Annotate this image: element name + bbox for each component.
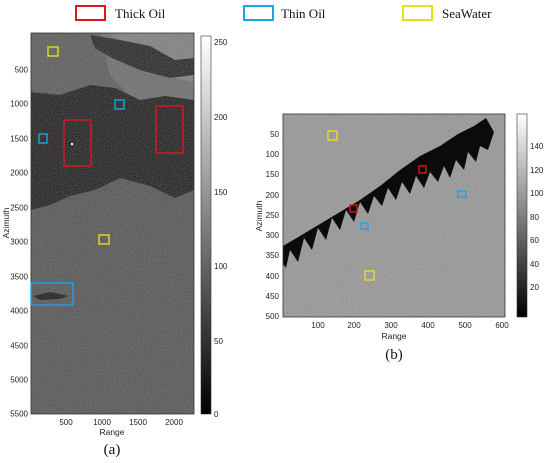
- panel-b-xtick: 300: [384, 321, 398, 330]
- panel-b-cbar-tick: 60: [530, 236, 539, 245]
- panel-b-cbar-tick: 20: [530, 283, 539, 292]
- panel-b-x-label: Range: [381, 331, 406, 341]
- panel-a-cbar-tick: 200: [214, 113, 228, 122]
- panel-b-seawater-box-1: [327, 130, 338, 141]
- panel-b-cbar-tick: 80: [530, 213, 539, 222]
- legend-swatch-thick-oil: [75, 5, 106, 21]
- legend: Thick Oil Thin Oil SeaWater: [75, 5, 492, 21]
- panel-a-sar-image: [31, 33, 194, 414]
- panel-a-cbar-tick: 0: [214, 410, 219, 419]
- panel-b-ytick: 50: [270, 130, 279, 139]
- panel-a-cbar-tick: 150: [214, 188, 228, 197]
- panel-a-y-label: Azimuth: [1, 207, 11, 238]
- panel-b-cbar-tick: 120: [530, 166, 544, 175]
- legend-item-thick-oil: Thick Oil: [75, 5, 166, 21]
- panel-a-x-ticks: 500 1000 1500 2000: [59, 418, 183, 427]
- panel-a-cbar-tick: 250: [214, 38, 228, 47]
- panel-b-y-label: Azimuth: [254, 200, 264, 231]
- panel-a-x-label: Range: [99, 427, 124, 437]
- panel-a-ytick: 5000: [10, 376, 28, 385]
- panel-b-ytick: 350: [266, 251, 280, 260]
- panel-b-axes-frame: [282, 113, 506, 318]
- panel-b-ytick: 100: [266, 150, 280, 159]
- panel-a-xtick: 1500: [129, 418, 147, 427]
- legend-label-seawater: SeaWater: [442, 6, 492, 21]
- panel-a-ytick: 4000: [10, 307, 28, 316]
- panel-a-cbar-tick: 100: [214, 262, 228, 271]
- panel-a-cbar-tick: 50: [214, 337, 223, 346]
- panel-a-seawater-box-1: [47, 46, 59, 57]
- panel-a-ytick: 2500: [10, 204, 28, 213]
- panel-b-cbar-tick: 100: [530, 189, 544, 198]
- panel-b-cbar-tick: 40: [530, 260, 539, 269]
- panel-a-thin-oil-box-1: [114, 99, 125, 110]
- panel-b-xtick: 500: [458, 321, 472, 330]
- panel-b-ytick: 300: [266, 231, 280, 240]
- panel-b: 50 100 150 200 250 300 350 400 450 500 1…: [254, 113, 544, 363]
- panel-a-thin-oil-box-3: [30, 282, 74, 306]
- panel-a-ytick: 500: [15, 66, 29, 75]
- panel-a-ytick: 2000: [10, 169, 28, 178]
- panel-b-sar-image: [283, 114, 505, 317]
- panel-a-colorbar: 250 200 150 100 50 0: [200, 35, 228, 419]
- panel-a-y-ticks: 500 1000 1500 2000 2500 3000 3500 4000 4…: [10, 66, 28, 419]
- panel-b-xtick: 600: [495, 321, 509, 330]
- panel-a-ytick: 1000: [10, 100, 28, 109]
- panel-b-thin-oil-box-1: [360, 222, 369, 230]
- panel-b-seawater-box-2: [364, 270, 375, 281]
- panel-a-thin-oil-box-2: [38, 133, 48, 144]
- panel-a-xtick: 500: [59, 418, 73, 427]
- panel-b-ytick: 450: [266, 292, 280, 301]
- panel-a-ytick: 4500: [10, 342, 28, 351]
- panel-a-ytick: 3000: [10, 238, 28, 247]
- panel-b-ytick: 200: [266, 191, 280, 200]
- panel-b-ytick: 400: [266, 272, 280, 281]
- panel-b-y-ticks: 50 100 150 200 250 300 350 400 450 500: [266, 130, 280, 321]
- panel-a-axes-frame: [30, 32, 195, 415]
- panel-a-seawater-box-2: [98, 234, 110, 245]
- panel-b-ytick: 150: [266, 170, 280, 179]
- panel-a-ytick: 1500: [10, 135, 28, 144]
- panel-a-ytick: 3500: [10, 273, 28, 282]
- panel-b-ytick: 250: [266, 211, 280, 220]
- legend-label-thin-oil: Thin Oil: [281, 6, 326, 21]
- legend-item-thin-oil: Thin Oil: [243, 5, 326, 21]
- panel-a-xtick: 1000: [93, 418, 111, 427]
- panel-b-xtick: 200: [347, 321, 361, 330]
- panel-b-thick-oil-box-2: [418, 165, 427, 174]
- panel-b-colorbar: 140 120 100 80 60 40 20: [516, 113, 544, 318]
- panel-b-x-ticks: 100 200 300 400 500 600: [311, 321, 509, 330]
- panel-b-xtick: 100: [311, 321, 325, 330]
- panel-a-thick-oil-box-1: [63, 119, 92, 167]
- panel-b-caption: (b): [385, 347, 403, 363]
- panel-a-xtick: 2000: [165, 418, 183, 427]
- panel-a-ytick: 5500: [10, 410, 28, 419]
- legend-swatch-seawater: [402, 5, 433, 21]
- panel-b-thick-oil-box-1: [349, 204, 358, 213]
- panel-b-xtick: 400: [421, 321, 435, 330]
- panel-b-cbar-tick: 140: [530, 142, 544, 151]
- legend-swatch-thin-oil: [243, 5, 274, 21]
- panel-b-ytick: 500: [266, 312, 280, 321]
- legend-item-seawater: SeaWater: [402, 5, 492, 21]
- legend-label-thick-oil: Thick Oil: [115, 6, 166, 21]
- panel-a-caption: (a): [104, 442, 121, 458]
- panel-b-thin-oil-box-2: [457, 190, 467, 198]
- panel-a-thick-oil-box-2: [155, 105, 184, 154]
- panel-a: 500 1000 1500 2000 2500 3000 3500 4000 4…: [1, 32, 228, 458]
